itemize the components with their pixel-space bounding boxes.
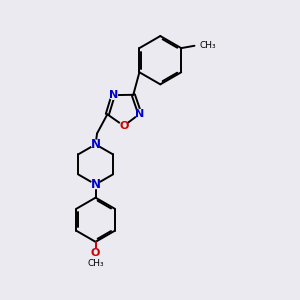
Text: O: O xyxy=(91,248,100,258)
Text: N: N xyxy=(109,90,118,100)
Circle shape xyxy=(109,91,117,99)
Text: N: N xyxy=(91,178,100,191)
Circle shape xyxy=(92,249,100,257)
Text: N: N xyxy=(135,109,145,119)
Text: CH₃: CH₃ xyxy=(87,259,104,268)
Text: CH₃: CH₃ xyxy=(200,41,216,50)
Circle shape xyxy=(92,140,100,148)
Text: O: O xyxy=(119,121,128,131)
Circle shape xyxy=(92,180,100,189)
Circle shape xyxy=(136,110,144,118)
Circle shape xyxy=(120,122,128,130)
Text: N: N xyxy=(91,138,100,151)
